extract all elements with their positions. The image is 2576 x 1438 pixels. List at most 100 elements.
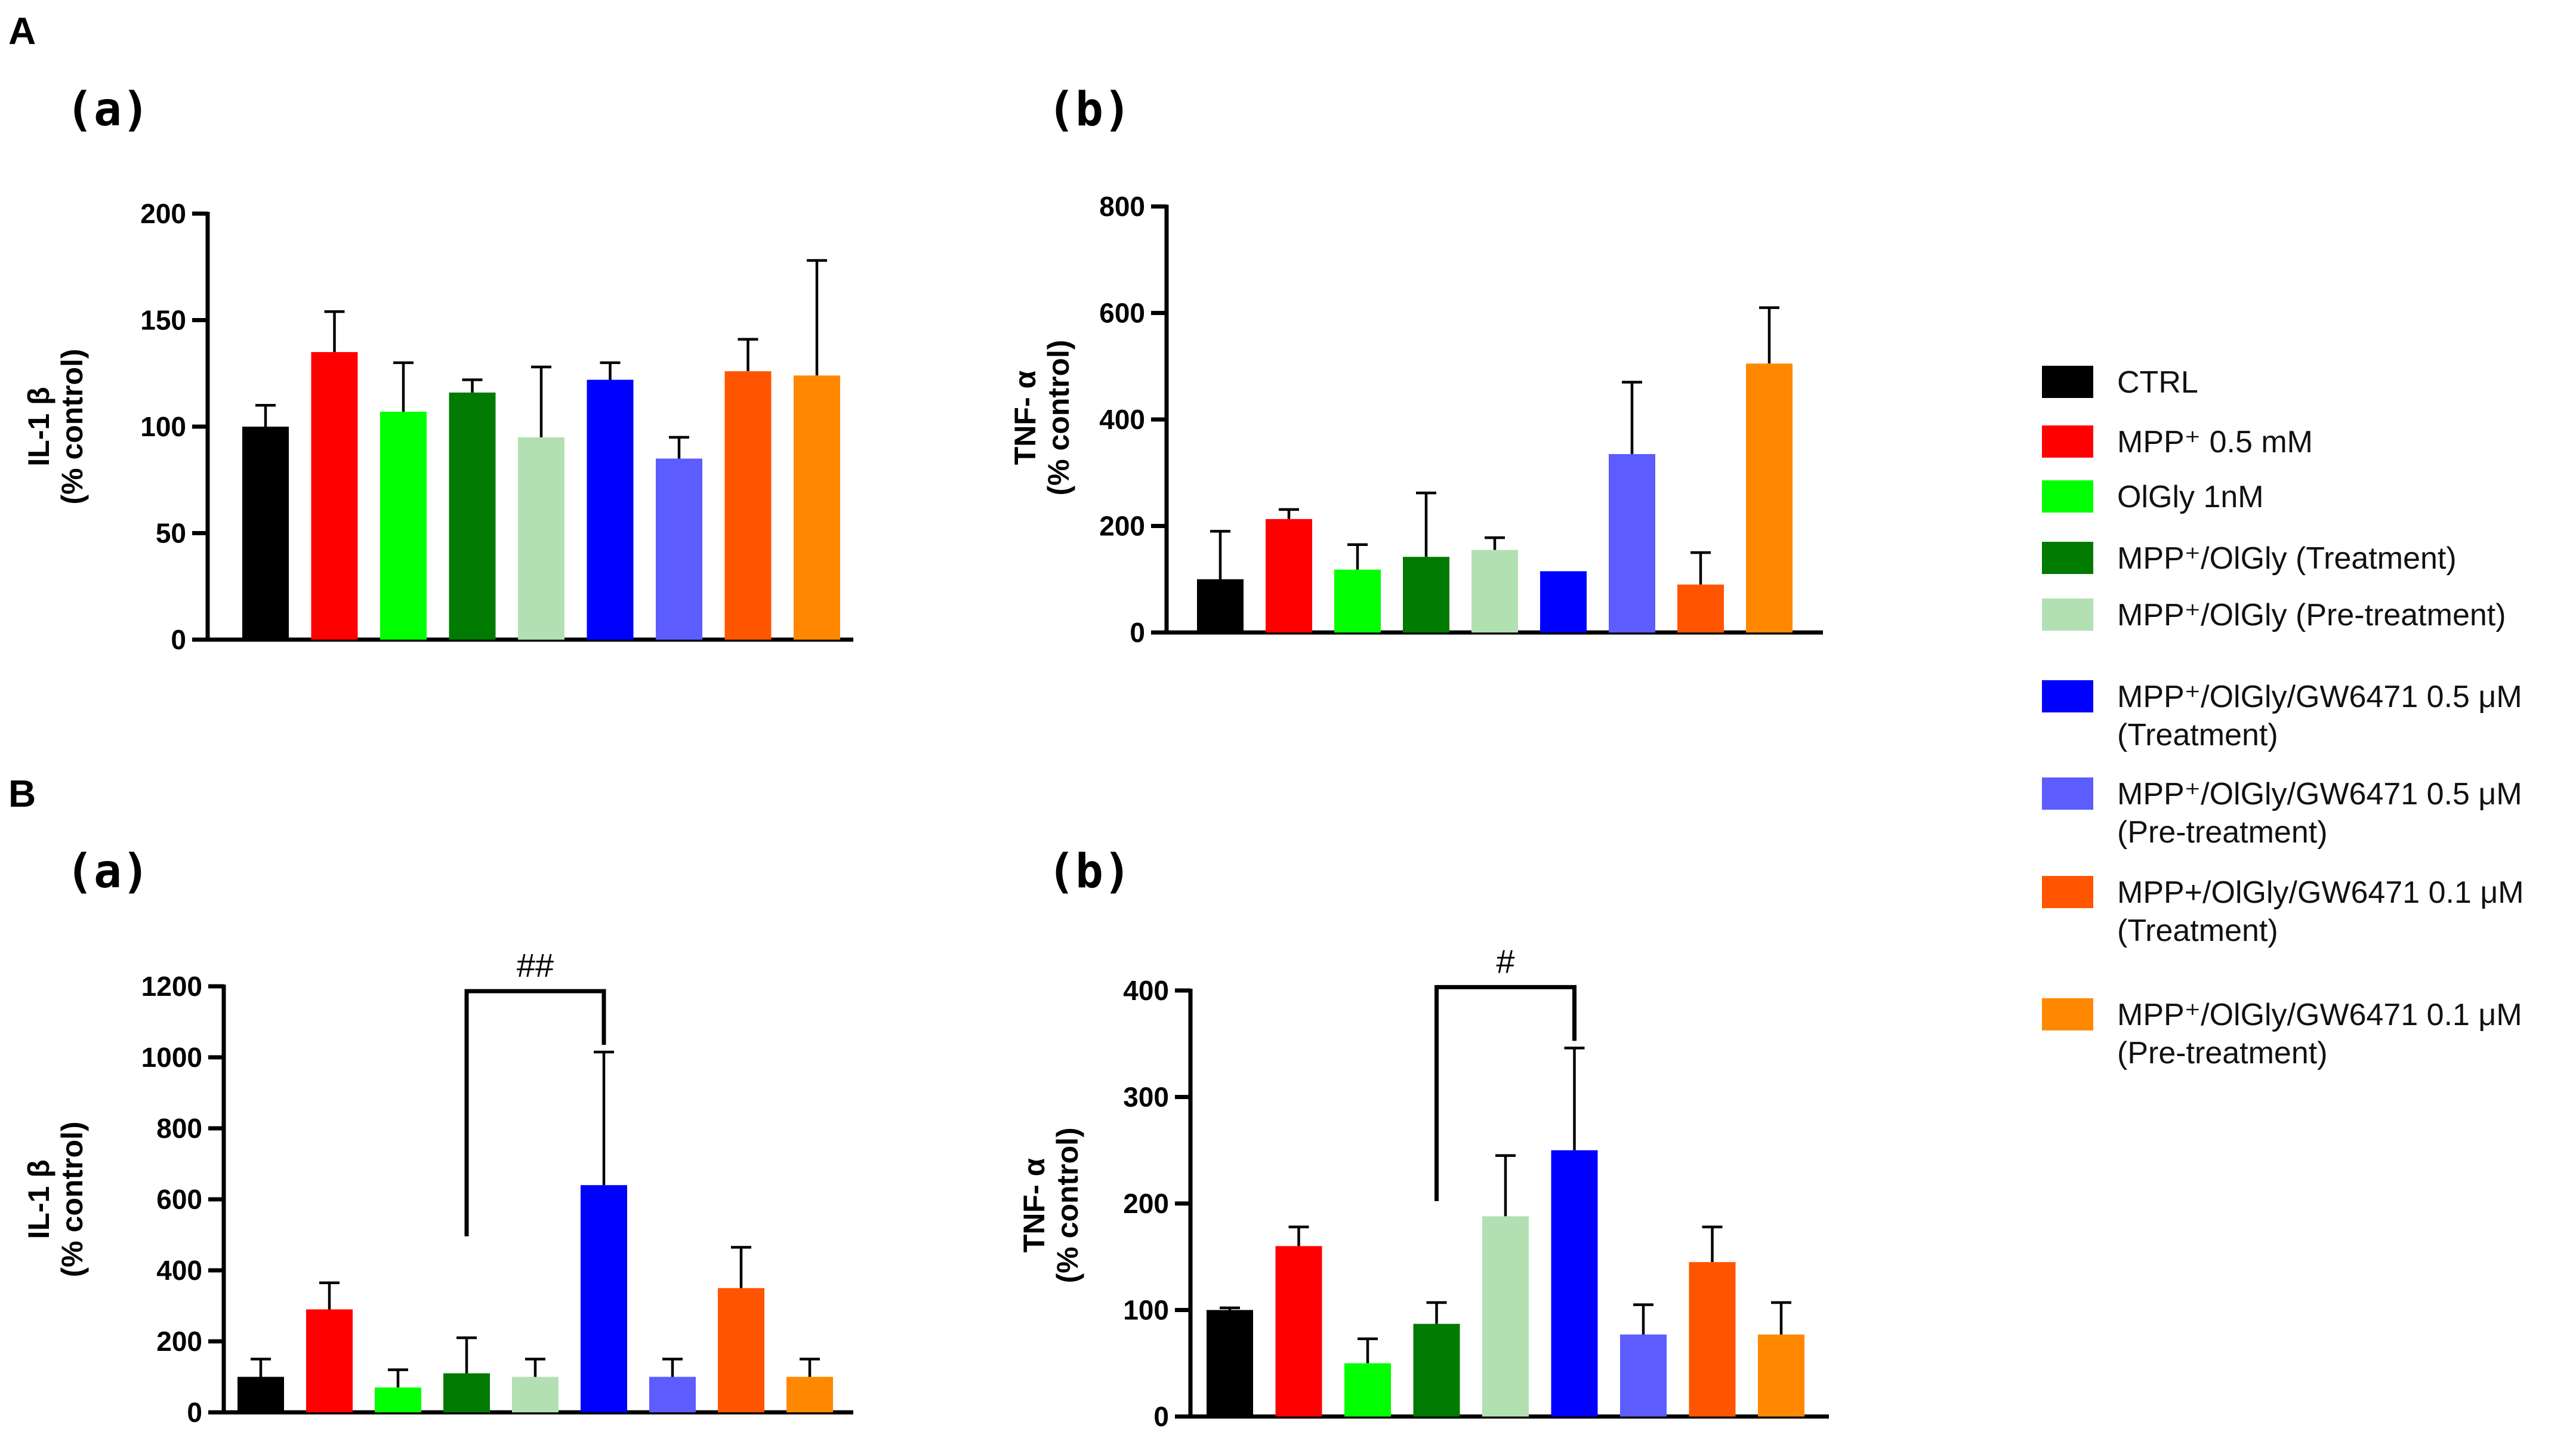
y-axis-title: TNF- α(% control) [1008,340,1075,495]
legend-item: OlGly 1nM [2042,480,2264,514]
bar [1207,1310,1253,1417]
y-tick-label: 1200 [141,971,202,1002]
bar [649,1377,696,1412]
y-tick-label: 50 [156,518,186,549]
bar [724,371,772,640]
legend-swatch [2042,598,2093,631]
bar [443,1373,490,1412]
bar [794,375,840,640]
bar [1275,1246,1322,1417]
significance-label: ## [517,946,554,984]
bar [1344,1363,1391,1417]
significance-bracket [464,989,606,1237]
y-axis-title: IL-1 β(% control) [22,348,89,504]
legend-label: MPP⁺/OlGly/GW6471 0.5 μM (Pre-treatment) [2117,777,2522,850]
bar [1197,579,1244,632]
bar [1482,1216,1529,1417]
bar [786,1377,833,1412]
y-tick-label: 400 [1123,975,1169,1006]
y-axis-title: IL-1 β(% control) [22,1121,89,1277]
y-tick-label: 600 [1099,298,1145,329]
bar [375,1387,421,1412]
y-tick-label: 800 [156,1113,202,1144]
bar [1689,1262,1736,1417]
panel-label: (b) [1047,83,1131,137]
bar [1266,519,1312,632]
bar [1471,550,1518,632]
legend-swatch [2042,777,2093,810]
y-tick-label: 400 [1099,404,1145,435]
y-axis-title: TNF- α(% control) [1017,1127,1084,1283]
legend-label: MPP⁺ 0.5 mM [2117,425,2313,459]
significance-label: # [1496,942,1514,980]
chart-tnfa-section-b: (b) TNF- α(% control) 0 100 200 300 400 # [1017,845,1829,1432]
legend-item: MPP⁺/OlGly/GW6471 0.1 μM (Pre-treatment) [2042,998,2522,1070]
bar [1677,584,1724,632]
y-tick-label: 100 [140,411,186,442]
legend-label: MPP⁺/OlGly (Treatment) [2117,541,2457,576]
legend-label: MPP+/OlGly/GW6471 0.1 μM (Treatment) [2117,875,2524,948]
bar [1334,569,1381,632]
bar [1620,1334,1667,1417]
bar [1609,454,1655,632]
panel-label: (a) [66,83,150,137]
bar [518,437,564,640]
legend-swatch [2042,680,2093,712]
bar [1403,557,1449,632]
legend-item: MPP⁺/OlGly (Pre-treatment) [2042,598,2506,632]
y-tick-label: 200 [1099,511,1145,542]
legend-label: CTRL [2117,365,2198,400]
legend-label: OlGly 1nM [2117,480,2264,514]
section-label-b: B [8,772,36,815]
bar [449,392,496,640]
y-tick-label: 0 [1130,617,1145,648]
legend-swatch [2042,366,2093,398]
y-tick-label: 200 [140,198,186,229]
y-tick-label: 200 [156,1326,202,1357]
legend-item: MPP+/OlGly/GW6471 0.1 μM (Treatment) [2042,875,2524,948]
bar [656,458,702,640]
chart-tnfa-section-a: (b) TNF- α(% control) 0 200 400 600 800 [1008,83,1823,648]
panel-label: (b) [1047,845,1131,899]
y-tick-label: 0 [1153,1401,1169,1432]
legend-swatch [2042,425,2093,458]
y-tick-label: 0 [171,624,186,655]
bar [587,379,634,640]
bar [380,412,427,640]
y-tick-label: 0 [187,1397,202,1428]
y-tick-label: 400 [156,1255,202,1286]
bar [1746,363,1793,632]
legend: CTRL MPP⁺ 0.5 mM OlGly 1nM MPP⁺/OlGly (Trea… [2042,365,2524,1070]
chart-il1b-section-a: (a) IL-1 β(% control) 0 50 100 150 200 [22,83,853,655]
legend-label: MPP⁺/OlGly (Pre-treatment) [2117,598,2506,632]
legend-item: MPP⁺/OlGly (Treatment) [2042,541,2457,576]
legend-label: MPP⁺/OlGly/GW6471 0.1 μM (Pre-treatment) [2117,998,2522,1070]
y-tick-label: 800 [1099,191,1145,222]
bar [512,1377,559,1412]
y-tick-label: 150 [140,305,186,336]
bar [311,352,358,640]
bar [1540,571,1587,632]
legend-swatch [2042,542,2093,574]
y-tick-label: 1000 [141,1042,202,1073]
y-tick-label: 200 [1123,1188,1169,1219]
bar [306,1309,353,1412]
significance-bracket [1434,985,1577,1202]
legend-swatch [2042,876,2093,908]
y-tick-label: 100 [1123,1295,1169,1326]
bar [1758,1334,1804,1417]
bar [242,427,289,640]
y-tick-label: 600 [156,1184,202,1215]
bar [718,1288,764,1412]
legend-swatch [2042,998,2093,1030]
y-tick-label: 300 [1123,1082,1169,1113]
legend-label: MPP⁺/OlGly/GW6471 0.5 μM (Treatment) [2117,680,2522,752]
chart-il1b-section-b: (a) IL-1 β(% control) 0 200 400 600 800 1000 120… [22,845,853,1428]
bar [581,1185,627,1412]
legend-item: CTRL [2042,365,2198,400]
panel-label: (a) [66,845,150,899]
legend-swatch [2042,480,2093,513]
section-label-a: A [8,10,36,53]
legend-item: MPP⁺ 0.5 mM [2042,425,2313,459]
legend-item: MPP⁺/OlGly/GW6471 0.5 μM (Treatment) [2042,680,2522,752]
